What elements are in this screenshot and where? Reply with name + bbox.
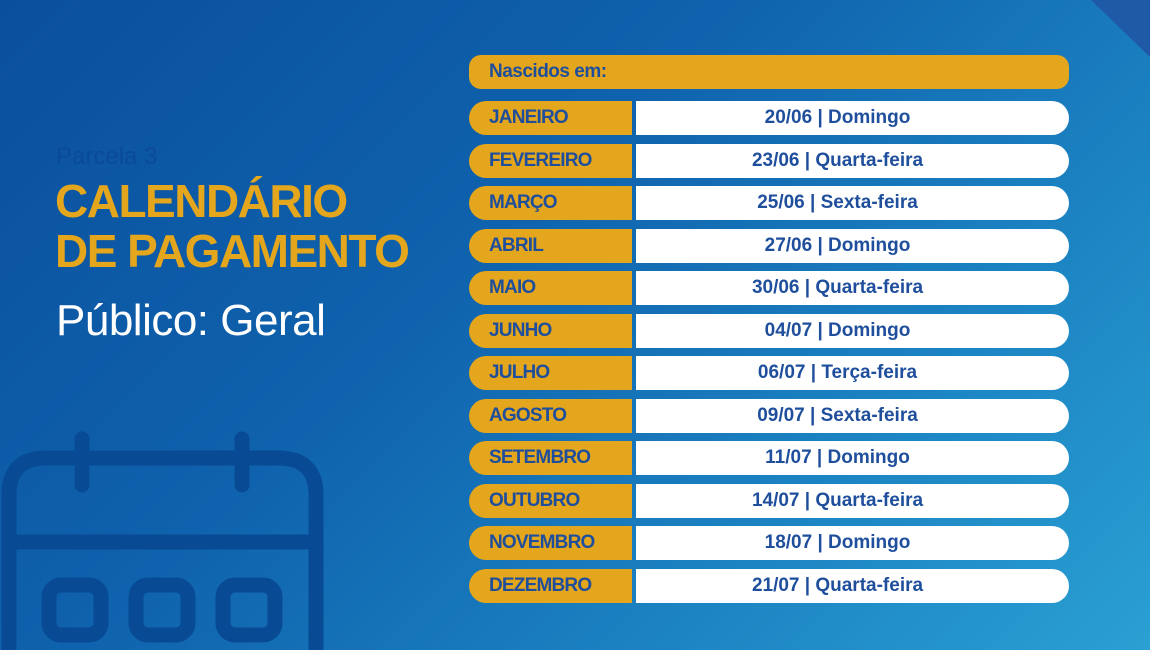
table-row: ABRIL 27/06 | Domingo (469, 228, 1069, 263)
date-cell: 14/07 | Quarta-feira (636, 483, 1069, 518)
calendar-icon (1, 431, 324, 650)
table-row: JANEIRO 20/06 | Domingo (469, 101, 1069, 135)
title-line-2: DE PAGAMENTO (55, 225, 410, 277)
table-row: SETEMBRO 11/07 | Domingo (469, 441, 1069, 475)
date-cell: 06/07 | Terça-feira (636, 356, 1069, 390)
table-row: JULHO 06/07 | Terça-feira (469, 356, 1069, 390)
date-cell: 11/07 | Domingo (636, 441, 1069, 475)
month-cell: OUTUBRO (469, 483, 632, 518)
month-cell: AGOSTO (469, 398, 632, 433)
page-title: CALENDÁRIO DE PAGAMENTO (55, 175, 410, 277)
table-row: NOVEMBRO 18/07 | Domingo (469, 526, 1069, 560)
month-cell: ABRIL (469, 228, 632, 263)
month-cell: MARÇO (469, 186, 632, 220)
table-row: MAIO 30/06 | Quarta-feira (469, 271, 1069, 305)
installment-label: Parcela 3 (56, 143, 158, 170)
date-cell: 21/07 | Quarta-feira (636, 568, 1069, 603)
date-cell: 27/06 | Domingo (636, 228, 1069, 263)
month-cell: SETEMBRO (469, 441, 632, 475)
table-row: FEVEREIRO 23/06 | Quarta-feira (469, 143, 1069, 178)
date-cell: 23/06 | Quarta-feira (636, 143, 1069, 178)
corner-triangle (1091, 0, 1150, 57)
month-cell: JULHO (469, 356, 632, 390)
table-header: Nascidos em: (469, 55, 1069, 89)
date-cell: 25/06 | Sexta-feira (636, 186, 1069, 220)
month-cell: FEVEREIRO (469, 143, 632, 178)
table-row: AGOSTO 09/07 | Sexta-feira (469, 398, 1069, 433)
table-row: DEZEMBRO 21/07 | Quarta-feira (469, 568, 1069, 603)
table-row: MARÇO 25/06 | Sexta-feira (469, 186, 1069, 220)
date-cell: 04/07 | Domingo (636, 313, 1069, 348)
date-cell: 09/07 | Sexta-feira (636, 398, 1069, 433)
month-cell: DEZEMBRO (469, 568, 632, 603)
date-cell: 18/07 | Domingo (636, 526, 1069, 560)
month-cell: MAIO (469, 271, 632, 305)
date-cell: 20/06 | Domingo (636, 101, 1069, 135)
month-cell: JANEIRO (469, 101, 632, 135)
table-row: JUNHO 04/07 | Domingo (469, 313, 1069, 348)
table-row: OUTUBRO 14/07 | Quarta-feira (469, 483, 1069, 518)
month-cell: NOVEMBRO (469, 526, 632, 560)
date-cell: 30/06 | Quarta-feira (636, 271, 1069, 305)
month-cell: JUNHO (469, 313, 632, 348)
title-line-1: CALENDÁRIO (55, 175, 348, 227)
audience-label: Público: Geral (56, 296, 326, 345)
